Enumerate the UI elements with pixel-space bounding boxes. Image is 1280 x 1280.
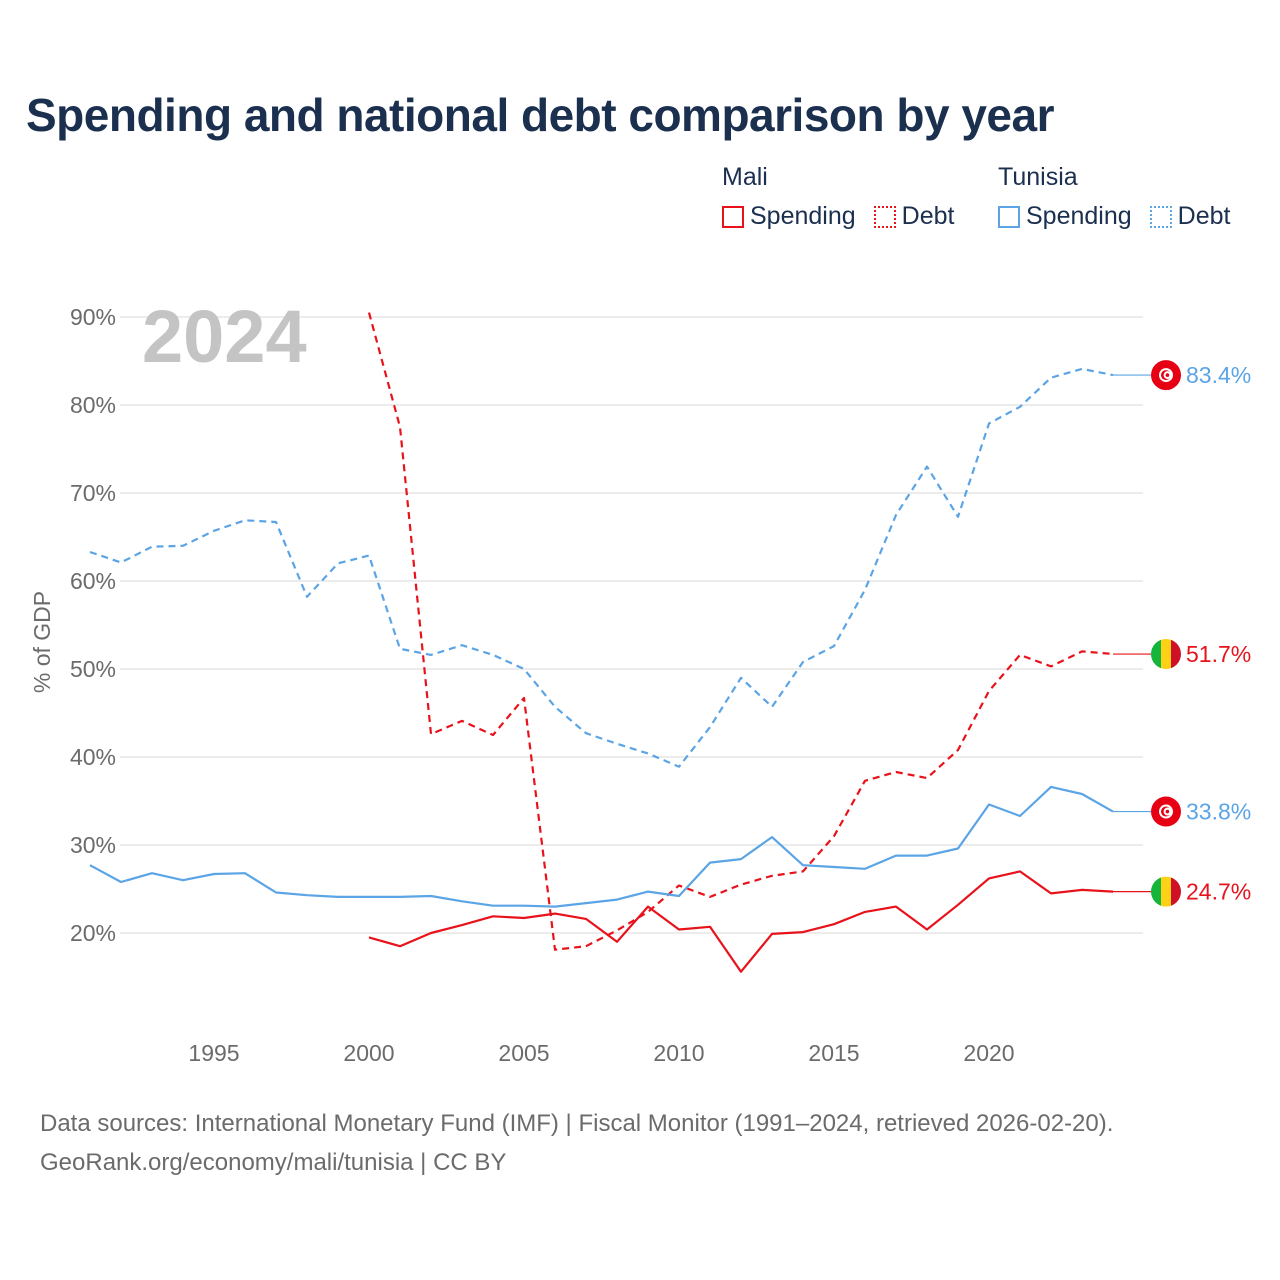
series-line-mali-spending xyxy=(368,870,1114,973)
end-value-label: 33.8% xyxy=(1186,799,1251,825)
end-value-label: 51.7% xyxy=(1186,641,1251,667)
legend-item-tunisia-debt[interactable]: Debt xyxy=(1149,202,1231,231)
footer: Data sources: International Monetary Fun… xyxy=(40,1104,1113,1182)
legend-group-tunisia: Tunisia Spending Debt xyxy=(998,160,1230,231)
y-tick-label: 70% xyxy=(70,480,116,506)
legend-label: Debt xyxy=(901,202,955,230)
legend-group-mali: Mali Spending Debt xyxy=(722,160,954,231)
series-layer xyxy=(89,312,1114,973)
x-tick-label: 2015 xyxy=(808,1040,859,1066)
grid-layer xyxy=(120,316,1143,934)
legend-item-tunisia-spending[interactable]: Spending xyxy=(998,202,1132,231)
y-tick-label: 40% xyxy=(70,744,116,770)
legend-item-mali-debt[interactable]: Debt xyxy=(873,202,955,231)
y-tick-label: 30% xyxy=(70,832,116,858)
dotted-swatch-icon xyxy=(873,205,896,228)
series-line-tunisia-debt xyxy=(89,367,1114,768)
legend-label: Spending xyxy=(750,202,856,230)
y-axis-title: % of GDP xyxy=(29,591,55,693)
x-tick-label: 2005 xyxy=(498,1040,549,1066)
footer-link[interactable]: GeoRank.org/economy/mali/tunisia | CC BY xyxy=(40,1149,507,1176)
solid-swatch-icon xyxy=(998,205,1020,228)
y-tick-label: 60% xyxy=(70,568,116,594)
dotted-swatch-icon xyxy=(1149,205,1172,228)
x-tick-label: 2000 xyxy=(343,1040,394,1066)
footer-source: Data sources: International Monetary Fun… xyxy=(40,1110,1114,1137)
x-tick-label: 2020 xyxy=(963,1040,1014,1066)
solid-swatch-icon xyxy=(722,205,744,228)
mali-flag-icon xyxy=(1151,639,1181,670)
end-value-label: 83.4% xyxy=(1186,362,1251,388)
legend-item-mali-spending[interactable]: Spending xyxy=(722,202,856,231)
tunisia-flag-icon xyxy=(1151,360,1181,391)
end-value-label: 24.7% xyxy=(1186,879,1251,905)
tunisia-flag-icon xyxy=(1151,796,1181,827)
end-labels: 24.7% 51.7% 33.8% 83.4% xyxy=(1113,360,1251,907)
y-tick-label: 20% xyxy=(70,920,116,946)
x-tick-label: 1995 xyxy=(188,1040,239,1066)
legend-label: Debt xyxy=(1177,202,1231,230)
y-axis: 20% 30% 40% 50% 60% 70% 80% 90% xyxy=(70,304,116,946)
y-tick-label: 50% xyxy=(70,656,116,682)
chart-title: Spending and national debt comparison by… xyxy=(26,89,1055,141)
legend-label: Spending xyxy=(1026,202,1132,230)
legend-country-mali: Mali xyxy=(722,163,768,191)
y-tick-label: 90% xyxy=(70,304,116,330)
legend-country-tunisia: Tunisia xyxy=(998,163,1078,191)
x-axis: 1995 2000 2005 2010 2015 2020 xyxy=(188,1040,1014,1066)
y-tick-label: 80% xyxy=(70,392,116,418)
mali-flag-icon xyxy=(1151,876,1181,907)
series-line-tunisia-spending xyxy=(89,785,1114,908)
year-label: 2024 xyxy=(142,295,307,378)
series-line-mali-debt xyxy=(367,312,1114,951)
x-tick-label: 2010 xyxy=(653,1040,704,1066)
